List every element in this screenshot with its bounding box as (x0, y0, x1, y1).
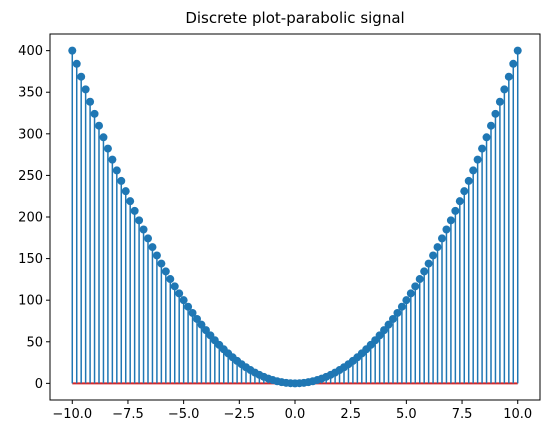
stem-marker (469, 166, 478, 175)
stem-marker (433, 243, 442, 252)
stem-marker (420, 267, 429, 276)
stem-marker (179, 296, 188, 305)
x-tick-label: 5.0 (396, 407, 417, 422)
stem-marker (478, 144, 487, 153)
stem-marker (184, 302, 193, 311)
stem-marker (112, 166, 121, 175)
stem-marker (389, 314, 397, 323)
stem-marker (126, 197, 135, 206)
stem-marker (504, 72, 513, 81)
stem-marker (411, 282, 420, 291)
x-tick-label: 7.5 (452, 407, 473, 422)
x-axis: −10.0 −7.5 −5.0 −2.5 0.0 2.5 5.0 7.5 10.0 (52, 400, 532, 422)
stem-marker (402, 296, 411, 305)
stem-marker (139, 225, 148, 234)
stem-marker (90, 109, 99, 118)
stem-marker (415, 275, 424, 284)
y-axis: 0 50 100 150 200 250 300 350 400 (18, 44, 50, 392)
stem-marker (170, 282, 179, 291)
stem-marker (509, 59, 518, 68)
stem-marker (108, 155, 117, 164)
stem-marker (135, 216, 144, 225)
stem-marker (375, 331, 384, 340)
y-tick-label: 300 (18, 127, 43, 142)
y-tick-label: 200 (18, 211, 43, 226)
stem-marker (451, 206, 460, 215)
stem-marker (86, 97, 95, 106)
y-tick-label: 0 (35, 377, 43, 392)
stem-marker (442, 225, 451, 234)
stem-marker (99, 133, 108, 142)
stem-marker (161, 267, 170, 276)
x-tick-label: 0.0 (285, 407, 306, 422)
stem-marker (197, 320, 206, 329)
stem-marker (121, 187, 130, 196)
stem-marker (487, 121, 495, 130)
stem-marker (397, 302, 406, 311)
stem-layer (71, 50, 519, 384)
y-tick-label: 100 (18, 294, 43, 309)
x-tick-label: 2.5 (340, 407, 361, 422)
stem-marker (446, 216, 455, 225)
x-tick-label: −5.0 (168, 407, 200, 422)
stem-marker (438, 234, 446, 243)
stem-marker (491, 109, 500, 118)
stem-marker (201, 326, 210, 335)
y-tick-label: 50 (26, 335, 43, 350)
stem-marker (513, 46, 522, 55)
stem-marker (144, 234, 152, 243)
y-tick-label: 250 (18, 169, 43, 184)
plot-frame (49, 33, 541, 401)
stem-marker (117, 176, 126, 185)
stem-marker (188, 308, 197, 317)
stem-marker (77, 72, 86, 81)
stem-marker (103, 144, 112, 153)
x-tick-label: −10.0 (52, 407, 92, 422)
x-tick-label: 10.0 (503, 407, 532, 422)
stem-marker (130, 206, 139, 215)
stem-marker (72, 59, 81, 68)
stem-marker (482, 133, 491, 142)
x-tick-label: −2.5 (224, 407, 256, 422)
stem-marker (380, 326, 389, 335)
stem-marker (464, 176, 473, 185)
stem-marker (473, 155, 482, 164)
y-tick-label: 400 (18, 44, 43, 59)
marker-layer (68, 46, 522, 388)
stem-marker (95, 121, 103, 130)
stem-marker (148, 243, 157, 252)
x-tick-label: −7.5 (112, 407, 144, 422)
stem-marker (495, 97, 504, 106)
stem-marker (424, 259, 433, 268)
stem-marker (157, 259, 166, 268)
stem-marker (68, 46, 77, 55)
stem-marker (460, 187, 469, 196)
stem-marker (152, 251, 161, 260)
stem-marker (406, 289, 415, 298)
stem-marker (384, 320, 393, 329)
stem-marker (455, 197, 464, 206)
stem-marker (500, 85, 509, 94)
y-tick-label: 350 (18, 86, 43, 101)
stem-marker (193, 314, 201, 323)
stem-marker (166, 275, 175, 284)
stem-marker (393, 308, 402, 317)
y-tick-label: 150 (18, 252, 43, 267)
stem-marker (81, 85, 90, 94)
stem-marker (429, 251, 438, 260)
stem-marker (175, 289, 184, 298)
chart-title: Discrete plot-parabolic signal (185, 9, 404, 27)
